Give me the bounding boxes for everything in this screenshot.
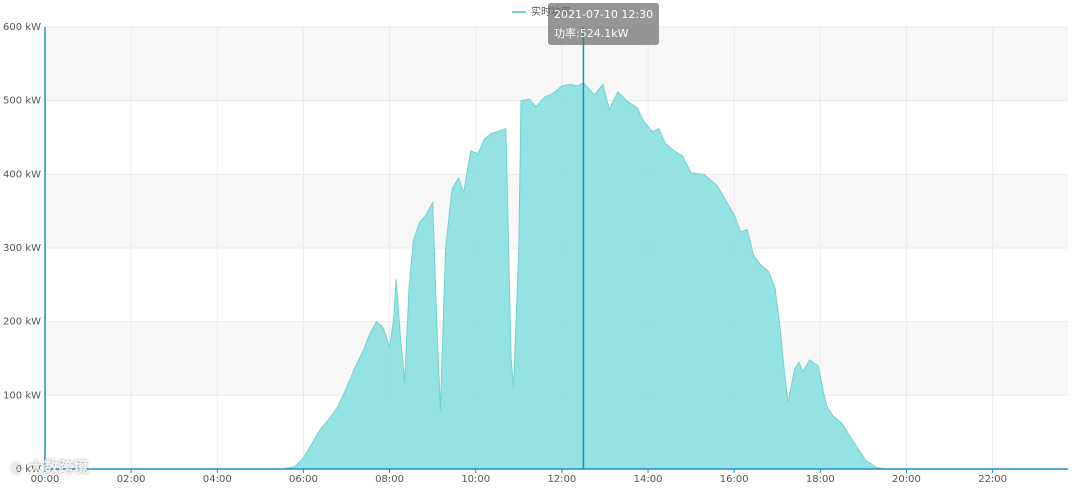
- y-tick-label: 200 kW: [3, 317, 41, 328]
- x-tick-label: 18:00: [806, 474, 835, 485]
- x-tick-label: 14:00: [634, 474, 663, 485]
- x-tick-label: 10:00: [461, 474, 490, 485]
- x-tick-label: 22:00: [978, 474, 1007, 485]
- x-tick-label: 12:00: [547, 474, 576, 485]
- y-tick-label: 500 kW: [3, 96, 41, 107]
- y-tick-label: 300 kW: [3, 243, 41, 254]
- tooltip: 2021-07-10 12:30 功率:524.1kW: [548, 3, 660, 45]
- tooltip-time: 2021-07-10 12:30: [554, 8, 654, 21]
- watermark-logo: ◎ 大数跨境: [10, 456, 88, 477]
- x-tick-label: 04:00: [203, 474, 232, 485]
- x-axis-ticks: 00:00 02:00 04:00 06:00 08:00 10:00 12:00 14:00…: [31, 469, 1007, 485]
- y-tick-label: 100 kW: [3, 390, 41, 401]
- x-tick-label: 00:00: [31, 474, 60, 485]
- series-layer: [45, 82, 1068, 470]
- x-tick-label: 08:00: [375, 474, 404, 485]
- axes: [44, 27, 1068, 470]
- series-area: [45, 82, 1068, 470]
- x-tick-label: 16:00: [720, 474, 749, 485]
- y-axis-ticks: 0 kW 100 kW 200 kW 300 kW 400 kW 500 kW 600 kW: [3, 22, 41, 475]
- x-tick-label: 20:00: [892, 474, 921, 485]
- x-tick-label: 02:00: [117, 474, 146, 485]
- tooltip-value: 功率:524.1kW: [554, 27, 629, 40]
- y-tick-label: 0 kW: [16, 464, 41, 475]
- y-tick-label: 600 kW: [3, 22, 41, 33]
- watermark-text: 大数跨境: [28, 458, 89, 476]
- x-tick-label: 06:00: [289, 474, 318, 485]
- watermark-icon: ◎: [10, 458, 29, 476]
- y-tick-label: 400 kW: [3, 169, 41, 180]
- series-line: [45, 82, 1068, 470]
